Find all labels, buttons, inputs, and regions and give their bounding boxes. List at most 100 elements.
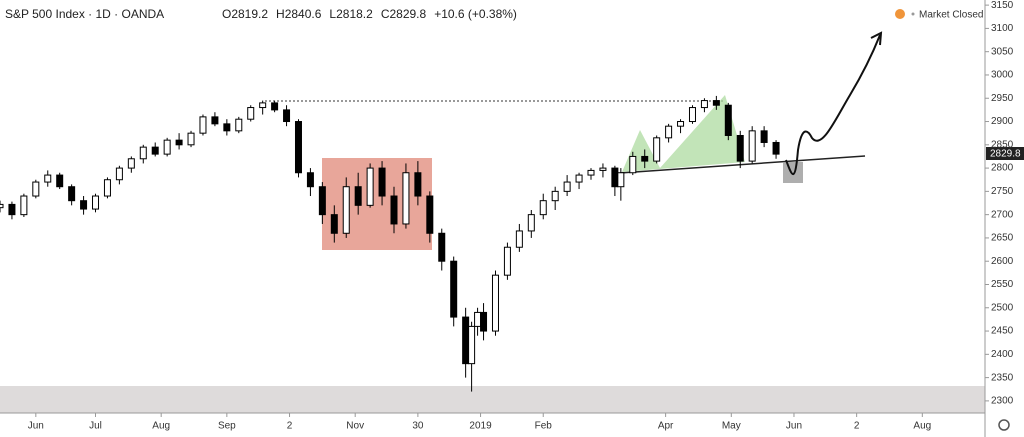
- candle-body: [342, 186, 350, 234]
- candle-body: [259, 102, 267, 109]
- candle-body: [115, 167, 123, 181]
- candle-body: [8, 203, 16, 216]
- candle-body: [414, 172, 422, 197]
- candle-body: [653, 137, 661, 162]
- neckline: [619, 155, 866, 174]
- candle-body: [700, 100, 708, 109]
- drawings: [265, 31, 883, 250]
- candle-body: [599, 167, 607, 171]
- candle-body: [223, 123, 231, 132]
- legend-value: C2829.8: [381, 7, 427, 21]
- x-tick-label: Jul: [89, 421, 102, 432]
- y-tick-label: 2300: [991, 396, 1014, 407]
- candle-body: [587, 169, 595, 176]
- y-tick-label: 2600: [991, 256, 1014, 267]
- candle-body: [462, 316, 470, 365]
- candle-body: [629, 155, 637, 174]
- candle-body: [271, 102, 279, 111]
- y-tick-label: 3050: [991, 46, 1014, 57]
- legend-value: H2840.6: [276, 7, 322, 21]
- candle-body: [80, 200, 88, 210]
- y-tick-label: 2400: [991, 349, 1014, 360]
- last-price-tag: [986, 147, 1024, 160]
- y-tick-label: 3000: [991, 70, 1014, 81]
- candle-body: [139, 146, 147, 160]
- range-box: [322, 158, 432, 250]
- candle-body: [527, 214, 535, 232]
- y-tick-label: 2900: [991, 116, 1014, 127]
- settings-icon[interactable]: [998, 419, 1010, 431]
- y-tick-label: 2800: [991, 163, 1014, 174]
- candle-body: [0, 203, 4, 209]
- candle-body: [247, 107, 255, 120]
- candle-body: [318, 186, 326, 216]
- x-tick-label: May: [722, 421, 741, 432]
- candle-body: [199, 116, 207, 134]
- y-tick-label: 2950: [991, 93, 1014, 104]
- y-tick-label: 3150: [991, 0, 1014, 11]
- candle-body: [474, 311, 482, 327]
- candle-body: [283, 109, 291, 123]
- y-tick-label: 2700: [991, 209, 1014, 220]
- candle-body: [163, 139, 171, 155]
- x-tick-label: Nov: [346, 421, 364, 432]
- candle-body: [712, 100, 720, 106]
- candle-body: [235, 118, 243, 132]
- y-tick-label: 2350: [991, 372, 1014, 383]
- watermark-band: [0, 386, 985, 413]
- candle-body: [748, 130, 756, 162]
- candle-body: [503, 246, 511, 276]
- retest-box: [783, 162, 803, 183]
- y-tick-label: 2500: [991, 302, 1014, 313]
- x-tick-label: Sep: [218, 421, 236, 432]
- x-tick-label: Aug: [913, 421, 931, 432]
- candle-body: [187, 132, 195, 146]
- candle-body: [450, 260, 458, 318]
- x-tick-label: 30: [412, 421, 424, 432]
- candle-body: [44, 174, 52, 183]
- x-tick-label: 2: [287, 421, 293, 432]
- candle-body: [539, 200, 547, 216]
- x-tick-label: Jun: [28, 421, 44, 432]
- candle-body: [68, 186, 76, 202]
- x-tick-label: 2: [854, 421, 860, 432]
- status-dot: [911, 12, 915, 16]
- x-tick-label: 2019: [469, 421, 492, 432]
- candle-body: [366, 167, 374, 206]
- candle-body: [402, 172, 410, 225]
- ohlc-legend: O2819.2 H2840.6 L2818.2 C2829.8 +10.6 (+0.38…: [222, 7, 517, 21]
- candle-body: [515, 230, 523, 248]
- x-tick-label: Jun: [786, 421, 802, 432]
- x-tick-label: Feb: [535, 421, 553, 432]
- y-tick-label: 2850: [991, 139, 1014, 150]
- status-icon: [895, 9, 905, 19]
- projection-arrow: [785, 34, 881, 176]
- candle-body: [211, 116, 219, 125]
- last-price[interactable]: 2829.8: [990, 149, 1021, 160]
- candle-body: [330, 214, 338, 234]
- symbol: S&P 500 Index · 1D · OANDA: [5, 7, 164, 21]
- candle-body: [175, 139, 183, 146]
- candle-body: [491, 274, 499, 332]
- candle-body: [390, 195, 398, 225]
- candle-body: [306, 172, 314, 188]
- candle-body: [438, 232, 446, 262]
- candle-body: [32, 181, 40, 197]
- candle-body: [56, 174, 64, 188]
- candle-body: [426, 195, 434, 234]
- candle-body: [20, 195, 28, 216]
- candle-body: [641, 155, 649, 162]
- x-tick-label: Aug: [152, 421, 170, 432]
- legend-value: O2819.2: [222, 7, 268, 21]
- candle-body: [665, 125, 673, 139]
- candle-body: [127, 158, 135, 169]
- candle-body: [563, 181, 571, 192]
- candle-body: [468, 325, 476, 365]
- candle-body: [617, 172, 625, 188]
- legend-value: L2818.2: [329, 7, 373, 21]
- candle-body: [551, 190, 559, 202]
- candle-body: [103, 179, 111, 197]
- y-tick-label: 3100: [991, 23, 1014, 34]
